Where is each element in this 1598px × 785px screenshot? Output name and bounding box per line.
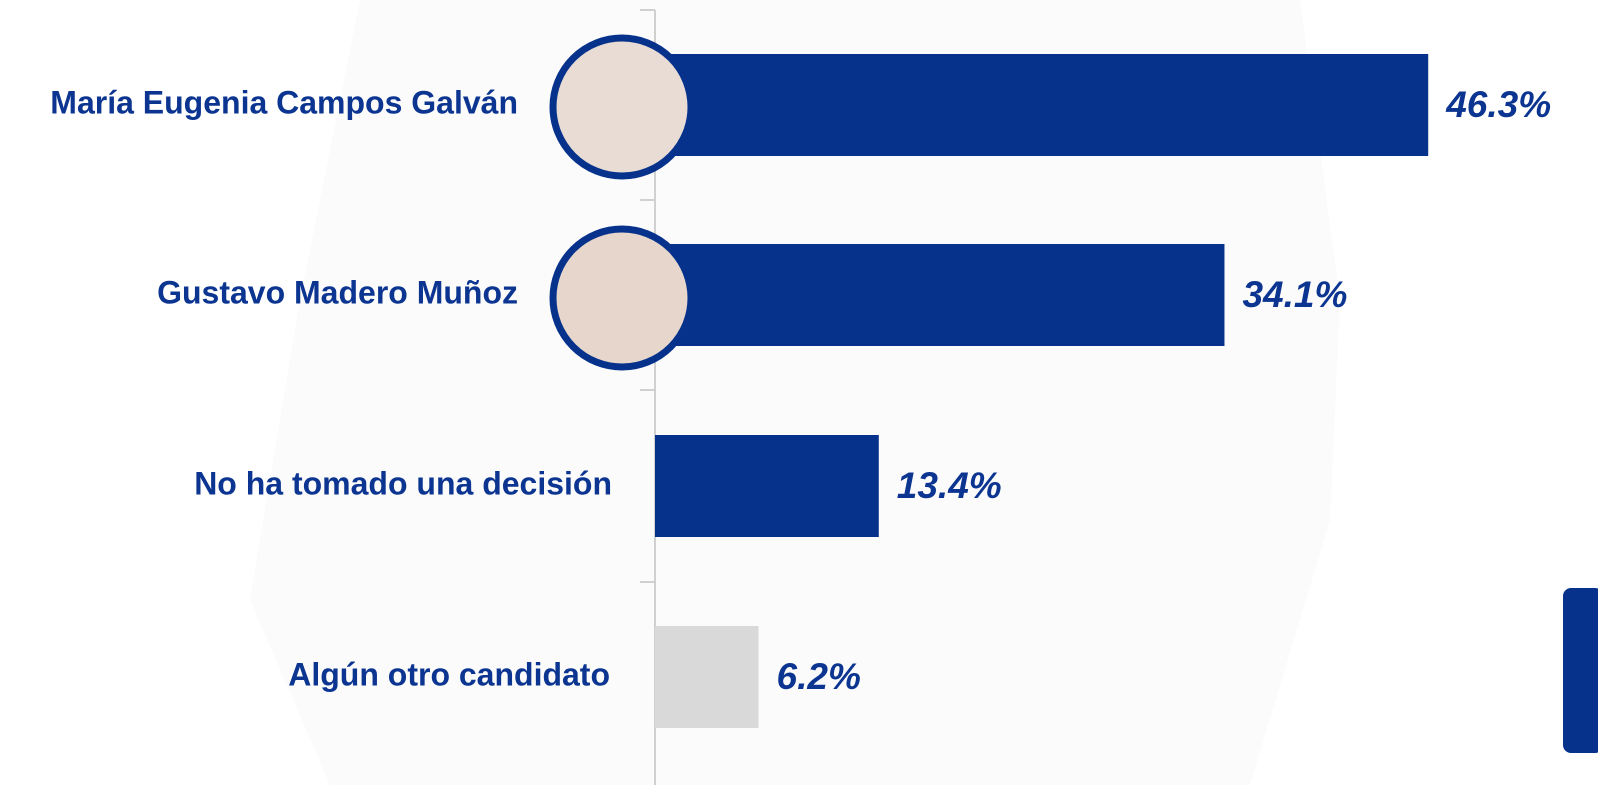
value-label: 34.1% <box>1242 274 1347 315</box>
value-label: 6.2% <box>777 656 861 697</box>
photos <box>549 34 695 371</box>
bar <box>655 244 1225 346</box>
bar <box>655 435 879 537</box>
category-label: Algún otro candidato <box>288 656 610 692</box>
category-label: No ha tomado una decisión <box>194 465 612 501</box>
bar <box>655 54 1429 156</box>
bar <box>655 626 759 728</box>
side-badge <box>1563 588 1598 753</box>
category-label: Gustavo Madero Muñoz <box>157 274 518 310</box>
category-label: María Eugenia Campos Galván <box>50 84 518 120</box>
bars <box>655 54 1429 728</box>
value-label: 46.3% <box>1445 84 1551 125</box>
value-label: 13.4% <box>897 465 1002 506</box>
background-map <box>250 0 1340 785</box>
candidate-photo <box>549 34 695 180</box>
candidate-photo <box>549 225 695 371</box>
